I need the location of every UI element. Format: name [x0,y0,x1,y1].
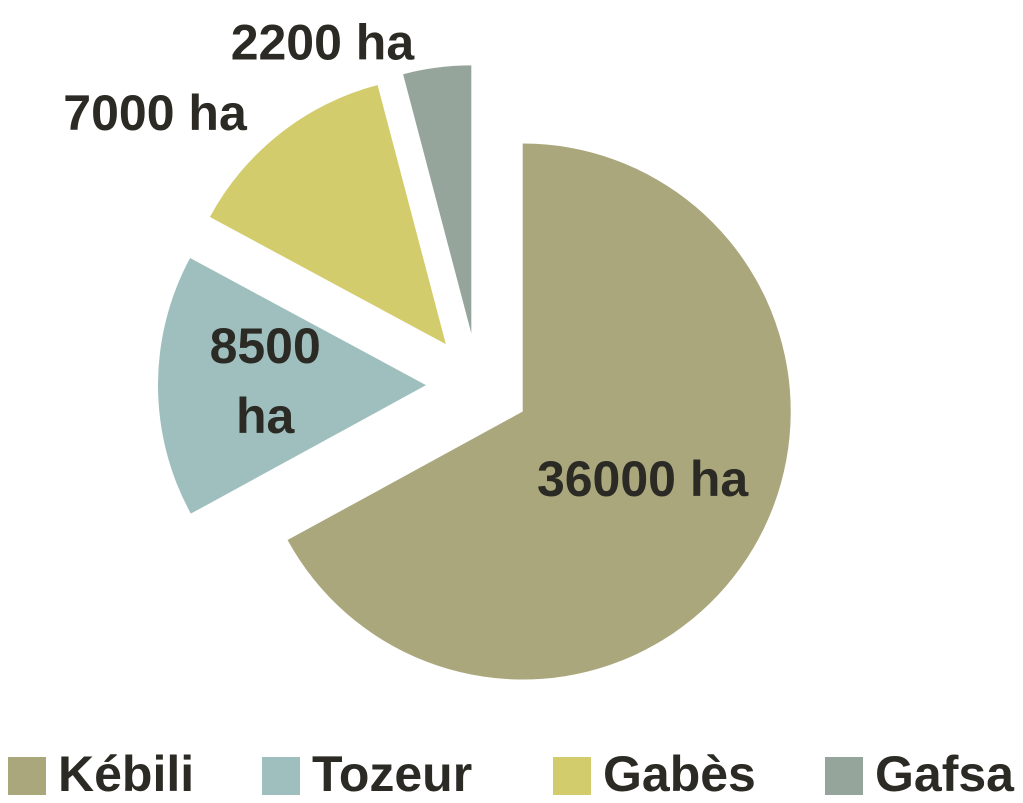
pie-slice [287,143,791,680]
pie-slice [158,257,427,514]
data-label: 36000 ha [537,451,749,507]
legend-label: Gabès [603,746,756,802]
data-label: 2200 ha [231,15,416,71]
pie-slice [403,65,472,334]
legend-label: Tozeur [312,746,472,802]
data-label: 7000 ha [63,85,248,141]
pie-slice [209,84,446,345]
legend-swatch [553,757,591,795]
data-label: 8500 ha [209,317,321,444]
legend-swatch [262,757,300,795]
data-label-box: 8500 ha [209,317,321,444]
legend-label: Gafsa [875,746,1015,802]
legend-swatch [8,757,46,795]
legend-swatch [825,757,863,795]
legend-label: Kébili [58,746,194,802]
